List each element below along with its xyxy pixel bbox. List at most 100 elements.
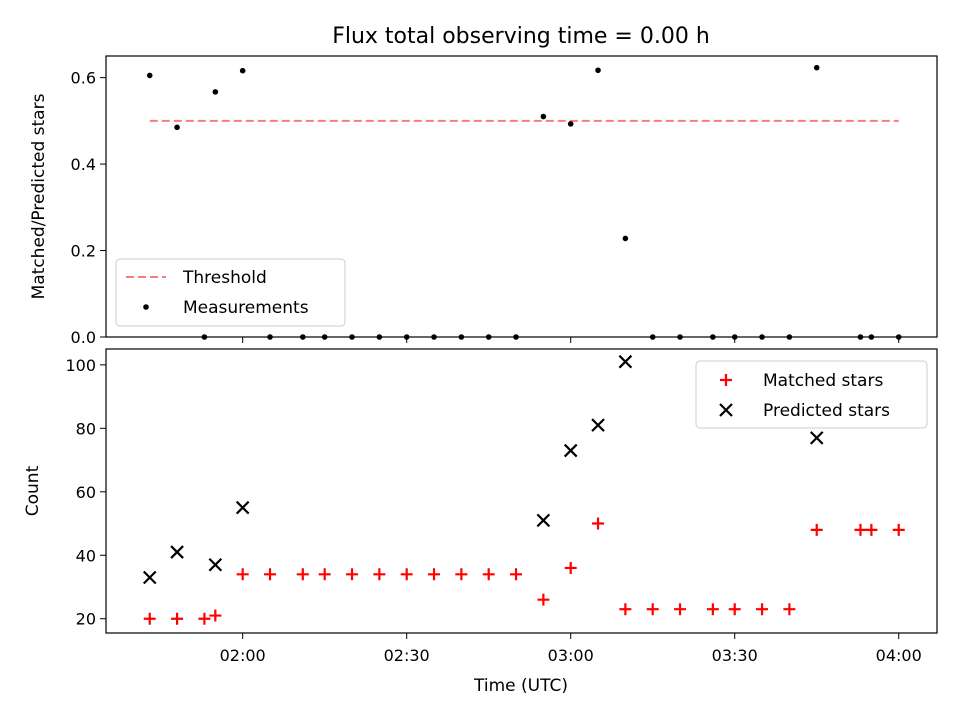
matched-star-point — [455, 568, 468, 581]
top-panel: 0.0 0.2 0.4 0.6 Threshold Measurements — [71, 55, 938, 347]
matched-star-point — [537, 593, 550, 606]
measurement-point — [201, 334, 208, 340]
bottom-panel: 20 40 60 80 100 02:00 02:30 03:00 03:30 04:00 Matc… — [65, 348, 938, 665]
measurement-point — [895, 334, 902, 340]
bottom-y-tick-label: 20 — [76, 610, 96, 629]
matched-star-point — [810, 523, 823, 536]
top-y-tick-label: 0.6 — [71, 69, 96, 88]
matched-star-point — [400, 568, 413, 581]
measurement-point — [239, 67, 246, 74]
matched-star-point — [209, 609, 222, 622]
measurement-point — [212, 89, 219, 95]
measurement-point — [376, 334, 383, 340]
legend-matched-swatch — [720, 374, 732, 386]
bottom-legend: Matched stars Predicted stars — [695, 360, 928, 429]
top-y-tick-label: 0.0 — [71, 328, 96, 347]
top-y-axis-label: Matched/Predicted stars — [29, 93, 49, 299]
bottom-legend-box — [695, 360, 928, 429]
matched-star-point — [318, 568, 331, 581]
bottom-y-tick-label: 60 — [76, 483, 96, 502]
measurement-point — [759, 334, 765, 340]
x-tick-label: 02:00 — [220, 646, 266, 665]
top-y-tick-label: 0.4 — [71, 155, 96, 174]
matched-star-point — [346, 568, 359, 581]
matched-star-point — [373, 568, 386, 581]
measurement-point — [857, 334, 864, 340]
predicted-star-point — [170, 545, 184, 559]
legend-predicted-label: Predicted stars — [763, 401, 890, 421]
matched-star-point — [728, 603, 741, 616]
measurement-point — [146, 72, 153, 79]
measurement-point — [513, 334, 519, 340]
measurement-point — [677, 334, 683, 340]
matched-star-point — [854, 523, 867, 536]
bottom-y-axis-label: Count — [23, 465, 43, 516]
legend-measurements-label: Measurements — [183, 298, 309, 318]
measurement-point — [731, 334, 738, 340]
predicted-star-point — [591, 418, 605, 432]
matched-star-point — [619, 603, 632, 616]
x-tick-label: 02:30 — [384, 646, 430, 665]
predicted-star-point — [618, 354, 633, 369]
matched-star-point — [428, 568, 441, 581]
measurement-point — [622, 235, 629, 242]
measurement-point — [567, 121, 574, 127]
top-legend: Threshold Measurements — [115, 258, 346, 327]
x-tick-label: 03:00 — [548, 646, 594, 665]
matched-star-point — [482, 568, 495, 581]
bottom-y-tick-label: 100 — [65, 356, 96, 375]
measurement-point — [458, 334, 465, 340]
matched-star-point — [510, 568, 523, 581]
matched-star-point — [783, 603, 796, 616]
measurement-point — [595, 67, 601, 74]
x-tick-label: 03:30 — [712, 646, 758, 665]
x-tick-label: 04:00 — [876, 646, 922, 665]
measurement-point — [174, 124, 180, 131]
measurement-point — [786, 334, 793, 340]
top-y-tick-label: 0.2 — [71, 242, 96, 261]
measurement-point — [403, 334, 410, 340]
bottom-y-tick-label: 80 — [76, 419, 96, 438]
predicted-star-point — [142, 570, 157, 585]
measurement-point — [485, 334, 492, 340]
measurement-point — [321, 334, 328, 340]
bottom-y-tick-label: 40 — [76, 546, 96, 565]
matched-star-point — [236, 568, 249, 581]
matched-star-point — [592, 517, 605, 530]
chart-title: Flux total observing time = 0.00 h — [332, 24, 710, 49]
bottom-plot-frame — [105, 348, 938, 634]
legend-predicted-swatch — [719, 403, 733, 417]
measurement-point — [540, 113, 547, 120]
measurement-point — [710, 334, 716, 340]
matched-star-point — [198, 612, 211, 625]
matched-star-point — [264, 568, 277, 581]
measurement-point — [349, 334, 355, 340]
top-plot-frame — [105, 55, 938, 338]
matched-star-point — [892, 523, 905, 536]
matched-star-point — [296, 568, 309, 581]
matched-star-point — [706, 603, 719, 616]
matched-star-point — [646, 603, 659, 616]
predicted-star-point — [208, 557, 223, 572]
top-legend-box — [115, 258, 346, 327]
measurement-point — [813, 64, 820, 71]
measurement-point — [431, 334, 437, 340]
x-axis-label: Time (UTC) — [473, 676, 568, 696]
legend-matched-label: Matched stars — [763, 371, 883, 391]
measurement-point — [868, 334, 875, 340]
predicted-star-point — [563, 443, 578, 458]
legend-threshold-label: Threshold — [182, 268, 267, 288]
matched-star-point — [674, 603, 687, 616]
measurement-point — [300, 334, 306, 340]
matched-star-point — [171, 612, 184, 625]
measurement-point — [267, 334, 273, 340]
predicted-star-point — [809, 431, 824, 445]
matched-star-point — [143, 612, 156, 625]
matched-star-point — [564, 561, 577, 574]
measurement-point — [649, 334, 656, 340]
matched-star-point — [865, 523, 878, 536]
legend-measurements-swatch — [143, 304, 149, 310]
predicted-star-point — [536, 513, 551, 528]
predicted-star-point — [235, 500, 250, 515]
